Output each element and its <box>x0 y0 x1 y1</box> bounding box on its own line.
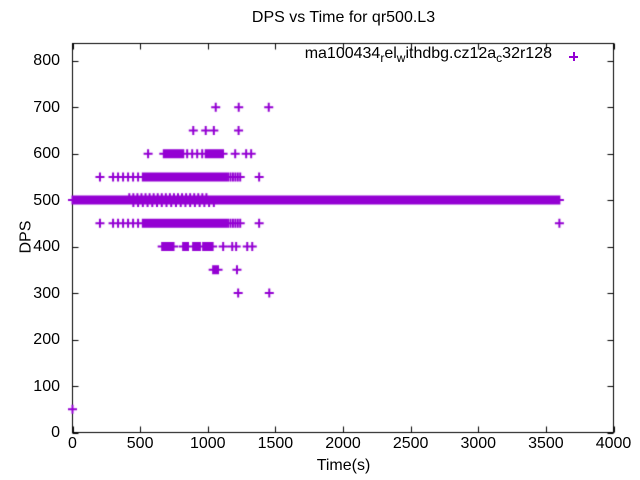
y-tick-label: 300 <box>33 284 60 302</box>
x-tick-label: 500 <box>126 435 154 452</box>
legend-series-label: ma100434relwithdbg.cz12ac32r128 <box>304 45 552 66</box>
x-tick-label: 1500 <box>257 435 294 452</box>
plus-marker-icon <box>569 52 578 61</box>
y-tick-label: 100 <box>33 377 60 395</box>
y-tick-label: 200 <box>33 331 60 349</box>
x-tick-label: 3000 <box>460 435 497 452</box>
x-axis-label: Time(s) <box>316 457 371 474</box>
chart-title: DPS vs Time for qr500.L3 <box>251 9 436 26</box>
x-tick-label: 2000 <box>325 435 361 452</box>
legend: ma100434relwithdbg.cz12ac32r128 <box>304 45 578 66</box>
x-tick-label: 2500 <box>392 435 429 452</box>
y-tick-label: 400 <box>33 238 60 256</box>
x-tick-label: 3500 <box>528 435 564 452</box>
y-tick-label: 500 <box>33 191 60 209</box>
x-tick-label: 4000 <box>595 435 632 452</box>
y-tick-label: 600 <box>33 145 60 163</box>
x-tick-label: 1000 <box>189 435 226 452</box>
y-tick-label: 0 <box>51 424 60 441</box>
y-tick-label: 700 <box>33 98 60 116</box>
y-tick-label: 800 <box>33 52 60 70</box>
x-tick-label: 0 <box>68 435 77 452</box>
